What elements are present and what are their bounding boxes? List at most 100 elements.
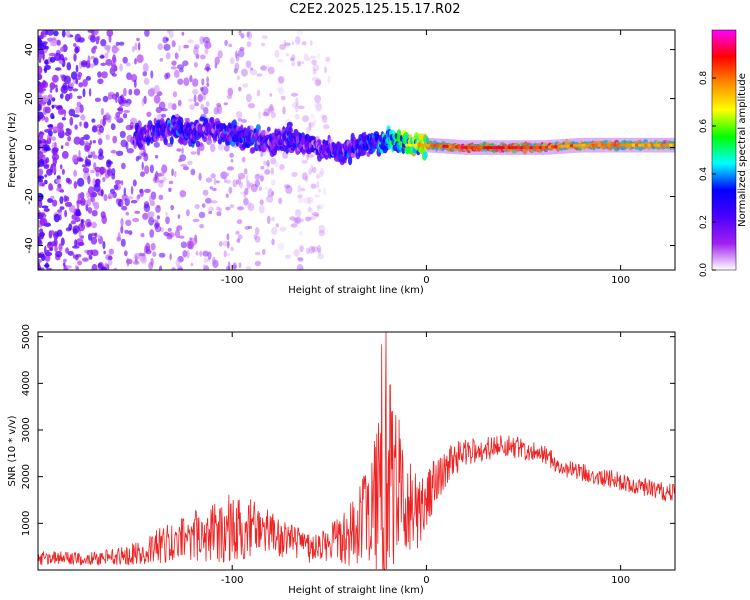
heatmap-noise-blob [312,68,317,75]
heatmap-ridge-core [411,143,416,147]
colorbar-gradient [712,30,736,270]
heatmap-noise-blob [61,30,66,38]
heatmap-noise-blob [159,265,162,270]
heatmap-noise-blob [97,154,104,161]
heatmap-noise-blob [193,62,198,68]
heatmap-noise-blob [111,173,116,180]
colorbar-tick-label: 0.2 [699,215,709,229]
heatmap-noise-blob [206,66,209,73]
heatmap-ridge-cell [195,140,201,148]
heatmap-noise-blob [63,109,66,117]
heatmap-ridge-core [501,146,506,150]
heatmap-noise-blob [290,92,299,97]
heatmap-noise-blob [97,234,101,240]
heatmap-noise-blob [279,164,285,170]
heatmap-noise-blob [38,168,44,176]
heatmap-noise-blob [278,197,283,204]
heatmap-noise-blob [318,230,325,237]
heatmap-ridge-core [473,146,478,150]
heatmap-noise-blob [133,253,141,260]
heatmap-noise-blob [40,182,46,187]
heatmap-noise-blob [187,160,193,166]
heatmap-ridge-core [551,145,555,149]
heatmap-noise-blob [218,208,223,212]
heatmap-noise-blob [304,176,309,183]
heatmap-noise-blob [86,221,93,227]
heatmap-noise-blob [64,93,71,102]
heatmap-x-axis: -100 0 100 [221,30,630,286]
heatmap-noise-blob [206,82,210,87]
heatmap-noise-blob [48,52,57,57]
heatmap-ridge-core [513,146,518,150]
heatmap-noise-blob [319,167,325,176]
heatmap-noise-blob [91,232,97,237]
heatmap-noise-blob [38,267,42,270]
heatmap-noise-blob [147,211,155,218]
heatmap-noise-blob [169,30,174,39]
heatmap-noise-blob [72,114,80,118]
heatmap-noise-blob [297,257,304,263]
heatmap-ridge-core [529,146,534,150]
heatmap-noise-blob [64,141,70,147]
heatmap-noise-blob [256,89,261,97]
heatmap-noise-blob [275,223,279,228]
heatmap-ridge-core [495,146,500,150]
heatmap-noise-blob [80,62,88,66]
heatmap-ridge-core [448,145,453,149]
heatmap-noise-blob [44,245,47,255]
heatmap-noise-blob [189,74,193,83]
heatmap-noise-blob [227,261,231,270]
heatmap-noise-blob [171,103,177,111]
heatmap-noise-blob [310,207,314,216]
heatmap-noise-blob [49,247,54,252]
heatmap-noise-blob [244,226,250,230]
heatmap-noise-blob [266,159,270,167]
heatmap-ridge-core [442,144,447,148]
heatmap-noise-blob [246,41,252,48]
heatmap-noise-blob [110,188,115,195]
heatmap-noise-blob [166,37,169,42]
heatmap-noise-blob [90,56,95,60]
heatmap-noise-blob [142,62,149,72]
heatmap-ridge-core [526,146,531,150]
heatmap-noise-blob [230,246,234,252]
heatmap-noise-blob [214,56,220,65]
heatmap-noise-blob [242,83,249,88]
heatmap-noise-blob [140,171,145,177]
heatmap-noise-blob [57,209,63,213]
heatmap-noise-blob [202,264,206,268]
heatmap-noise-blob [309,55,317,59]
heatmap-noise-blob [46,168,53,176]
heatmap-noise-blob [111,93,118,100]
colorbar-tick-label: 0.0 [699,263,709,278]
heatmap-noise-blob [99,151,103,157]
heatmap-noise-blob [266,162,270,170]
x-tick-label: 100 [611,575,630,586]
heatmap-noise-blob [314,213,319,218]
heatmap-noise-blob [136,37,140,42]
heatmap-ridge-core [631,143,636,147]
heatmap-noise-blob [294,216,301,225]
heatmap-noise-blob [266,215,271,225]
heatmap-noise-blob [56,105,63,109]
heatmap-noise-blob [77,241,85,246]
heatmap-noise-blob [91,30,99,36]
heatmap-noise-blob [153,141,160,148]
heatmap-noise-blob [254,227,260,236]
heatmap-noise-blob [108,34,112,43]
heatmap-noise-blob [101,71,108,79]
heatmap-noise-blob [236,219,243,225]
heatmap-noise-blob [217,143,225,151]
heatmap-noise-blob [268,66,275,75]
x-tick-label: 100 [611,275,630,286]
heatmap-noise-blob [128,88,133,96]
heatmap-noise-blob [262,112,269,117]
heatmap-noise-blob [44,67,48,74]
heatmap-noise-blob [54,67,62,71]
heatmap-noise-blob [128,230,133,236]
heatmap-noise-blob [120,238,126,247]
heatmap-noise-blob [63,195,68,203]
heatmap-noise-blob [201,86,209,96]
heatmap-noise-blob [124,229,129,234]
heatmap-noise-blob [38,65,43,75]
